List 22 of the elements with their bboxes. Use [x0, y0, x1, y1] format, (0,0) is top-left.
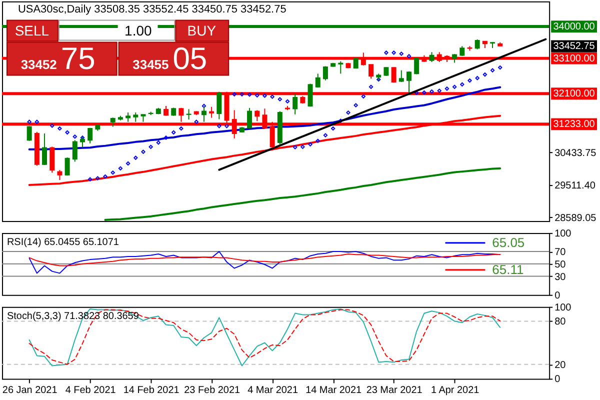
x-tick-label: 26 Jan 2021	[2, 385, 58, 396]
x-tick-label: 1 Apr 2021	[430, 385, 480, 396]
x-tick-label: 4 Mar 2021	[248, 385, 298, 396]
y-tick-label: 28589.05	[554, 212, 597, 224]
y-tick-label: 0	[554, 374, 561, 386]
y-tick-label: 50	[554, 259, 566, 270]
legend-label: 65.11	[492, 262, 524, 277]
x-tick-label: 14 Feb 2021	[123, 385, 180, 396]
chart-title: RSI(14) 65.0455 65.1071	[6, 236, 120, 248]
y-tick-label: 30	[554, 272, 566, 283]
x-tick-label: 23 Feb 2021	[184, 385, 241, 396]
x-tick-label: 23 Mar 2021	[366, 385, 423, 396]
x-tick-label: 4 Feb 2021	[65, 385, 116, 396]
legend-label: 65.05	[492, 234, 525, 250]
y-tick-label: 100	[554, 302, 572, 314]
x-tick-label: 14 Mar 2021	[306, 385, 362, 396]
y-tick-label: 0	[554, 290, 561, 302]
y-tick-label: 80	[554, 316, 566, 328]
y-tick-label: 100	[554, 228, 572, 240]
y-tick-label: 70	[554, 247, 566, 258]
y-tick-label: 20	[554, 360, 566, 371]
line-series	[28, 253, 501, 266]
